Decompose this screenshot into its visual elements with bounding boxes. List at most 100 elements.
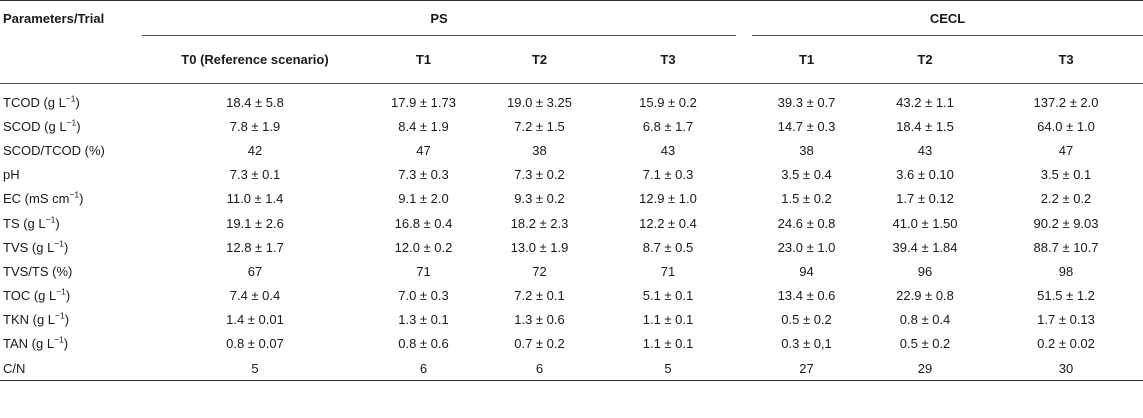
cell-cecl-t1: 39.3 ± 0.7 — [777, 94, 836, 110]
cell-ps-t0: 19.1 ± 2.6 — [226, 215, 284, 231]
row-parameter: SCOD (g L−1) — [0, 114, 142, 138]
column-header-ps-t1: T1 — [368, 35, 479, 84]
cell-cecl-t2: 0.8 ± 0.4 — [899, 312, 951, 328]
row-parameter-label-tail: ) — [64, 239, 69, 255]
column-header-cecl-t3: T3 — [989, 35, 1143, 84]
cell-cecl-t2: 43 — [917, 142, 933, 158]
row-parameter-label: TAN (g L — [3, 336, 55, 352]
row-parameter-label: pH — [3, 167, 20, 183]
column-header-cecl-t2: T2 — [861, 35, 990, 84]
cell-cecl-t2: 96 — [917, 263, 933, 279]
cell-gap — [736, 163, 752, 187]
cell-cecl-t2: 0.5 ± 0.2 — [899, 336, 951, 352]
cell-ps-t2: 9.3 ± 0.2 — [514, 191, 565, 207]
cell-ps-t2: 19.0 ± 3.25 — [507, 94, 572, 110]
param-header: Parameters/Trial — [3, 10, 105, 26]
cell-ps-t2: 72 — [532, 263, 547, 279]
row-parameter: TCOD (g L−1) — [0, 84, 142, 115]
column-header-row: T0 (Reference scenario) T1 T2 T3 T1 T2 T… — [0, 35, 1143, 84]
cell-cecl-t1: 13.4 ± 0.6 — [777, 288, 836, 304]
cell-cecl-t2: 18.4 ± 1.5 — [896, 118, 954, 134]
cell-ps-t3: 12.2 ± 0.4 — [639, 215, 697, 231]
row-parameter: pH — [0, 163, 142, 187]
row-parameter: TKN (g L−1) — [0, 308, 142, 332]
cell-gap — [736, 84, 752, 115]
cell-cecl-t2: 39.4 ± 1.84 — [892, 239, 958, 255]
cell-ps-t0: 7.4 ± 0.4 — [229, 288, 281, 304]
group-header-row: Parameters/Trial PS CECL — [0, 0, 1143, 36]
row-parameter-label: TVS/TS (%) — [3, 263, 73, 279]
column-header-ps-t0: T0 (Reference scenario) — [142, 35, 368, 84]
table-row: pH 7.3 ± 0.1 7.3 ± 0.3 7.3 ± 0.2 7.1 ± 0.3 3.… — [0, 163, 1143, 187]
table-row: C/N 5 6 6 5 27 29 30 — [0, 356, 1143, 382]
table-row: EC (mS cm−1) 11.0 ± 1.4 9.1 ± 2.0 9.3 ± 0.2… — [0, 187, 1143, 211]
cell-ps-t1: 47 — [416, 142, 431, 158]
cell-ps-t0: 42 — [247, 142, 263, 158]
cell-ps-t0: 67 — [247, 263, 263, 279]
column-header-cecl-t1: T1 — [752, 35, 862, 84]
cell-cecl-t3: 64.0 ± 1.0 — [1037, 118, 1095, 134]
column-header-ps-t3: T3 — [600, 35, 737, 84]
cell-cecl-t1: 0.3 ± 0,1 — [781, 336, 832, 352]
row-parameter-label: EC (mS cm — [3, 191, 70, 207]
row-parameter: C/N — [0, 356, 142, 382]
cell-gap — [736, 235, 752, 259]
cell-ps-t3: 5 — [600, 356, 737, 382]
cell-gap — [736, 187, 752, 211]
cell-ps-t1: 9.1 ± 2.0 — [398, 191, 449, 207]
cell-ps-t1: 12.0 ± 0.2 — [394, 239, 453, 255]
row-parameter: TVS/TS (%) — [0, 259, 142, 283]
cell-ps-t0: 11.0 ± 1.4 — [226, 191, 284, 207]
row-parameter: EC (mS cm−1) — [0, 187, 142, 211]
column-header-ps-t2: T2 — [479, 35, 600, 84]
cell-cecl-t3: 98 — [1058, 263, 1074, 279]
cell-ps-t0: 1.4 ± 0.01 — [226, 312, 284, 328]
cell-gap — [736, 211, 752, 235]
cell-ps-t2: 0.7 ± 0.2 — [514, 336, 565, 352]
row-parameter: TAN (g L−1) — [0, 332, 142, 356]
cell-gap — [736, 284, 752, 308]
cell-ps-t2: 7.2 ± 1.5 — [514, 118, 565, 134]
cell-ps-t1: 17.9 ± 1.73 — [391, 94, 456, 110]
cell-ps-t0: 18.4 ± 5.8 — [226, 94, 284, 110]
cell-cecl-t2: 29 — [861, 356, 990, 382]
cell-gap — [736, 356, 753, 382]
parameters-table: Parameters/Trial PS CECL T0 (Reference s… — [0, 0, 1143, 382]
row-parameter-label: SCOD/TCOD (%) — [3, 142, 105, 158]
row-parameter-label-tail: ) — [75, 94, 80, 110]
row-parameter-unit-exponent: −1 — [54, 238, 64, 249]
cell-ps-t3: 8.7 ± 0.5 — [642, 239, 694, 255]
cell-cecl-t2: 1.7 ± 0.12 — [896, 191, 954, 207]
cell-ps-t1: 16.8 ± 0.4 — [394, 215, 453, 231]
cell-ps-t3: 5.1 ± 0.1 — [642, 288, 694, 304]
table-row: TOC (g L−1) 7.4 ± 0.4 7.0 ± 0.3 7.2 ± 0.1 5.… — [0, 284, 1143, 308]
cell-ps-t2: 13.0 ± 1.9 — [510, 239, 569, 255]
table-row: TAN (g L−1) 0.8 ± 0.07 0.8 ± 0.6 0.7 ± 0.2 1… — [0, 332, 1143, 356]
cell-ps-t2: 7.2 ± 0.1 — [514, 288, 565, 304]
cell-ps-t1: 0.8 ± 0.6 — [398, 336, 449, 352]
table-row: TVS (g L−1) 12.8 ± 1.7 12.0 ± 0.2 13.0 ± 1.… — [0, 235, 1143, 259]
column-header-empty — [0, 35, 142, 84]
cell-cecl-t1: 23.0 ± 1.0 — [777, 239, 836, 255]
row-parameter-unit-exponent: −1 — [66, 117, 77, 128]
cell-cecl-t3: 0.2 ± 0.02 — [1037, 336, 1095, 352]
cell-ps-t3: 6.8 ± 1.7 — [642, 118, 694, 134]
row-parameter-unit-exponent: −1 — [45, 214, 56, 225]
cell-ps-t2: 38 — [532, 142, 547, 158]
group-header-ps: PS — [142, 0, 737, 36]
row-parameter-label-tail: ) — [63, 336, 69, 352]
cell-cecl-t1: 94 — [799, 263, 814, 279]
cell-cecl-t3: 47 — [1058, 142, 1074, 158]
cell-ps-t2: 6 — [479, 356, 600, 382]
cell-ps-t1: 7.3 ± 0.3 — [398, 167, 449, 183]
cell-ps-t0: 5 — [142, 356, 368, 382]
cell-cecl-t3: 88.7 ± 10.7 — [1033, 239, 1099, 255]
cell-ps-t1: 7.0 ± 0.3 — [398, 288, 449, 304]
cell-ps-t3: 1.1 ± 0.1 — [642, 336, 694, 352]
cell-gap — [736, 114, 752, 138]
table-row: SCOD/TCOD (%) 42 47 38 43 38 43 47 — [0, 138, 1143, 162]
table-row: TVS/TS (%) 67 71 72 71 94 96 98 — [0, 259, 1143, 283]
row-parameter-label: TCOD (g L — [3, 94, 66, 110]
row-parameter: SCOD/TCOD (%) — [0, 138, 142, 162]
cell-ps-t2: 7.3 ± 0.2 — [514, 167, 565, 183]
